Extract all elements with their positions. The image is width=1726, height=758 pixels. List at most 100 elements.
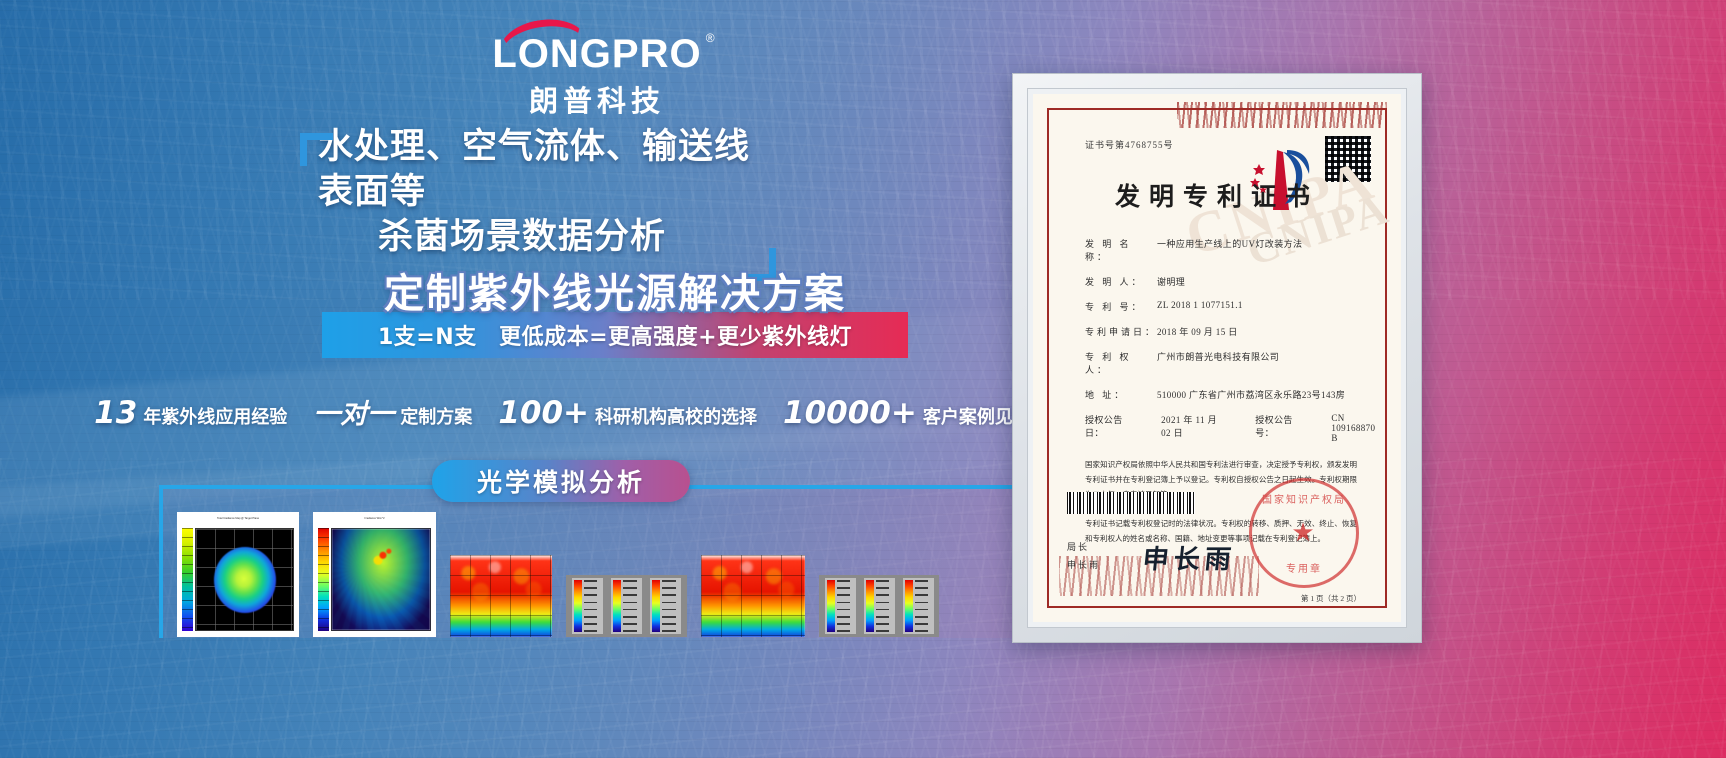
field-value: 广州市朗普光电科技有限公司 — [1157, 352, 1280, 362]
certificate-number: 证书号第4768755号 — [1085, 140, 1174, 150]
headline-line-2: 杀菌场景数据分析 — [377, 216, 666, 257]
plot-body — [318, 528, 431, 631]
heatmap-grid — [450, 555, 552, 637]
corner-bracket-bottom-right-icon — [743, 248, 776, 282]
legend-column — [610, 578, 642, 634]
logo-wordmark: LONGPRO ® — [492, 14, 715, 76]
simulation-badge: 光学模拟分析 — [432, 460, 690, 502]
plot-caption: Total Irradiance Map @ Target Plane — [216, 517, 260, 520]
colorbar — [318, 528, 329, 631]
colorbar — [182, 528, 193, 631]
grant-no-value: CN 109168870 B — [1331, 413, 1376, 443]
certificate-field-row: 发 明 名 称： 一种应用生产线上的UV灯改装方法 — [1085, 237, 1383, 263]
legend-colorbar — [904, 580, 913, 632]
heatmap-field — [701, 555, 805, 637]
heatmap-mottle — [450, 555, 552, 637]
legend-values — [875, 580, 893, 632]
field-value: 510000 广东省广州市荔湾区永乐路23号143房 — [1157, 390, 1346, 400]
legend-column — [650, 578, 682, 634]
field-key: 专 利 号： — [1085, 302, 1144, 312]
heatmap-grid — [701, 555, 805, 637]
qr-code-icon — [1325, 136, 1371, 182]
scatter-density-field — [332, 529, 430, 630]
promo-subtitle: 1支=N支 更低成本=更高强度+更少紫外线灯 — [377, 325, 853, 350]
stats-row: 13 年紫外线应用经验 一对一 定制方案 100+ 科研机构高校的选择 1000… — [94, 392, 1031, 431]
heatmap-field — [450, 555, 552, 637]
field-value: ZL 2018 1 1077151.1 — [1157, 300, 1243, 310]
promo-block: 定制紫外线光源解决方案 1支=N支 更低成本=更高强度+更少紫外线灯 — [322, 272, 908, 358]
uv-heatmap-2 — [701, 555, 805, 637]
heatmap-legend-1 — [566, 575, 687, 637]
stat-item: 一对一 定制方案 — [313, 392, 472, 431]
certificate-field-row: 专利申请日： 2018 年 09 月 15 日 — [1085, 325, 1383, 338]
legend-column — [824, 578, 856, 634]
legend-values — [914, 580, 932, 632]
headline-line-1: 水处理、空气流体、输送线表面等 — [318, 127, 751, 212]
legend-values — [662, 580, 679, 632]
stat-item: 10000+ 客户案例见证 — [783, 395, 1031, 431]
seal-top-text: 国家知识产权局 — [1262, 495, 1346, 506]
legend-colorbar — [612, 580, 621, 632]
promo-subtitle-bar: 1支=N支 更低成本=更高强度+更少紫外线灯 — [322, 312, 908, 358]
promo-title: 定制紫外线光源解决方案 — [384, 271, 846, 317]
barcode-icon — [1067, 492, 1195, 514]
field-key: 专利申请日： — [1085, 327, 1158, 337]
certificate-fields: 发 明 名 称： 一种应用生产线上的UV灯改装方法 发 明 人： 谢明理 专 利… — [1085, 237, 1383, 443]
certificate-page-note: 第 1 页（共 2 页） — [1301, 594, 1361, 603]
stat-number: 13 — [94, 395, 138, 431]
certificate-field-row: 专 利 号： ZL 2018 1 1077151.1 — [1085, 300, 1383, 313]
handwritten-signature: 申长雨 — [1141, 545, 1238, 574]
field-value: 2018 年 09 月 15 日 — [1157, 327, 1238, 337]
stat-item: 100+ 科研机构高校的选择 — [498, 395, 757, 431]
headline-block: 水处理、空气流体、输送线表面等 杀菌场景数据分析 — [300, 125, 776, 282]
plot-area — [331, 528, 431, 631]
plot-area — [195, 528, 294, 631]
field-key: 专 利 权 人： — [1085, 352, 1132, 375]
legend-column — [902, 578, 934, 634]
director-name-label: 申长雨 — [1067, 560, 1101, 570]
certificate-grant-row: 授权公告日： 2021 年 11 月 02 日 授权公告号： CN 109168… — [1085, 413, 1383, 443]
cnipa-emblem-icon — [1250, 150, 1310, 210]
certificate-signature-block: 局长 申长雨 — [1067, 538, 1100, 574]
legend-group — [566, 575, 687, 637]
legend-column — [863, 578, 895, 634]
ornament-bottom-icon — [1059, 556, 1259, 596]
seal-bottom-text: 专用章 — [1286, 564, 1322, 575]
legend-colorbar — [826, 580, 835, 632]
stat-label: 客户案例见证 — [922, 407, 1031, 428]
official-seal-icon: 国家知识产权局 ★ 专用章 — [1249, 478, 1359, 588]
field-key: 发 明 名 称： — [1085, 239, 1132, 262]
legend-colorbar — [865, 580, 874, 632]
plot-caption: Irradiance W/m^2 — [364, 517, 385, 520]
legend-values — [836, 580, 854, 632]
stat-label: 定制方案 — [400, 407, 473, 428]
field-key: 发 明 人： — [1085, 277, 1144, 287]
field-value: 一种应用生产线上的UV灯改装方法 — [1157, 239, 1303, 249]
grant-date-label: 授权公告日： — [1085, 415, 1123, 438]
heatmap-mottle — [701, 555, 805, 637]
logo-wordmark-text: LONGPRO — [492, 32, 702, 76]
grant-no-label: 授权公告号： — [1255, 415, 1293, 438]
certificate-mat: CNIPA CNIPA 证书号第4768755号 发明专利证书 — [1027, 88, 1407, 628]
field-key: 地 址： — [1085, 390, 1127, 400]
certificate-title: 发明专利证书 — [1114, 184, 1319, 211]
logo-chinese-name: 朗普科技 — [528, 84, 665, 118]
legend-values — [622, 580, 640, 632]
certificate-field-row: 专 利 权 人： 广州市朗普光电科技有限公司 — [1085, 350, 1383, 376]
certificate-page: CNIPA CNIPA 证书号第4768755号 发明专利证书 — [1033, 94, 1401, 622]
plot-body — [182, 528, 294, 631]
ornament-top-icon — [1177, 102, 1387, 128]
company-logo: LONGPRO ® 朗普科技 — [487, 14, 715, 120]
stat-number: 10000+ — [783, 395, 917, 431]
director-label: 局长 — [1067, 542, 1090, 552]
background-stands — [0, 0, 1726, 300]
corner-bracket-top-left-icon — [300, 133, 333, 166]
simulation-badge-label: 光学模拟分析 — [476, 468, 645, 497]
heatmap-legend-2 — [819, 575, 939, 637]
simulation-image-row: Total Irradiance Map @ Target Plane Irra… — [177, 512, 939, 637]
legend-colorbar — [652, 580, 661, 632]
legend-colorbar — [573, 580, 582, 632]
registered-mark-icon: ® — [705, 31, 716, 45]
